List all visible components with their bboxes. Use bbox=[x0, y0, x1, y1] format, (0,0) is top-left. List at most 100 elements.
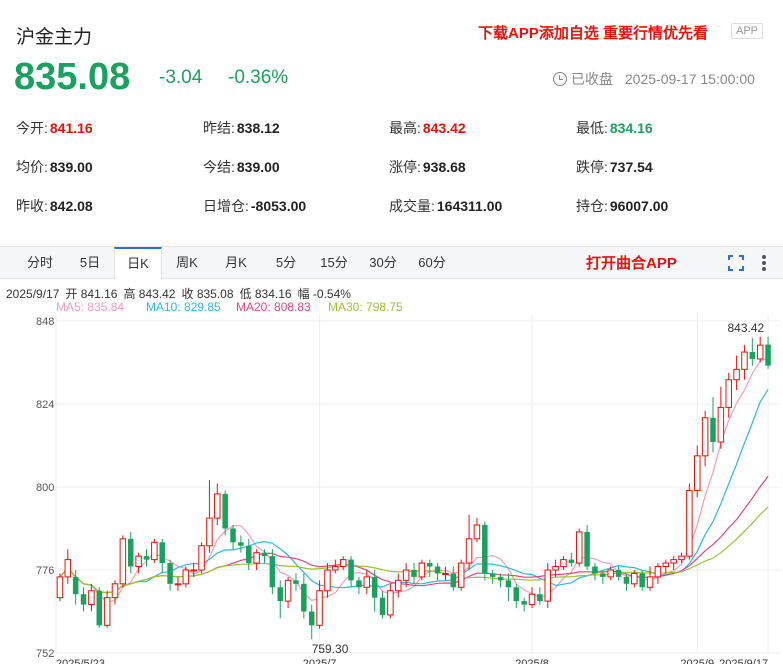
open-app-link[interactable]: 打开曲合APP bbox=[586, 255, 677, 272]
candle-body bbox=[693, 455, 701, 491]
stat-value: 834.16 bbox=[609, 120, 653, 136]
stat-item: 最低: 834.16 bbox=[576, 118, 653, 138]
tab-6[interactable]: 5分 bbox=[275, 255, 297, 270]
candle-body bbox=[339, 559, 347, 568]
candle-body bbox=[552, 566, 559, 571]
candle-body bbox=[575, 531, 583, 564]
tab-1[interactable]: 分时 bbox=[26, 255, 53, 270]
candle-body bbox=[64, 559, 72, 578]
candle-body bbox=[88, 590, 95, 606]
candle-body bbox=[379, 597, 386, 615]
candle-body bbox=[505, 580, 512, 588]
candle-body bbox=[418, 562, 426, 578]
candle-body bbox=[103, 597, 111, 626]
stat-value: -8053.00 bbox=[250, 198, 307, 214]
candle-body bbox=[174, 583, 182, 586]
stat-value: 737.54 bbox=[609, 159, 653, 175]
candle-body bbox=[395, 579, 402, 592]
stat-label: 昨收: bbox=[16, 198, 48, 214]
candle-body bbox=[214, 493, 221, 519]
candle-body bbox=[710, 417, 716, 442]
candle-body bbox=[442, 572, 449, 575]
x-tick-label: 2025/7 bbox=[303, 658, 337, 664]
stat-label: 涨停: bbox=[389, 159, 421, 175]
stat-label: 今结: bbox=[203, 159, 235, 175]
candle-body bbox=[363, 576, 371, 588]
stat-item: 涨停: 938.68 bbox=[389, 157, 466, 177]
candle-body bbox=[607, 569, 614, 578]
download-app-promo[interactable]: 下载APP添加自选 重要行情优先看 bbox=[478, 25, 709, 42]
candle-body bbox=[513, 587, 520, 602]
tab-7[interactable]: 15分 bbox=[320, 255, 348, 270]
candle-body bbox=[80, 594, 87, 605]
candle-body bbox=[230, 528, 236, 543]
stat-value: 938.68 bbox=[422, 159, 466, 175]
tab-8[interactable]: 30分 bbox=[369, 255, 397, 270]
stat-item: 昨收: 842.08 bbox=[16, 196, 93, 216]
candle-body bbox=[284, 579, 292, 602]
stat-item: 最高: 843.42 bbox=[389, 118, 466, 138]
price-change-pct: -0.36% bbox=[228, 67, 289, 88]
tab-5[interactable]: 月K bbox=[225, 255, 247, 270]
y-tick-label: 776 bbox=[36, 565, 54, 577]
candle-body bbox=[701, 417, 709, 457]
ohlc-info: 2025/9/17 开 841.16 高 843.42 收 835.08 低 834.1… bbox=[6, 285, 357, 302]
candle-body bbox=[528, 593, 536, 606]
candle-body bbox=[301, 583, 307, 612]
stat-value: 842.08 bbox=[49, 198, 93, 214]
stat-value: 164311.00 bbox=[436, 198, 503, 214]
candle-body bbox=[119, 538, 127, 585]
candle-body bbox=[182, 569, 190, 585]
candle-body bbox=[615, 569, 622, 577]
candle-body bbox=[749, 352, 756, 359]
candle-body bbox=[450, 573, 457, 588]
candle-body bbox=[756, 344, 764, 360]
max-price-label: 843.42 bbox=[727, 321, 764, 335]
more-menu-icon[interactable] bbox=[761, 252, 767, 274]
candle-body bbox=[639, 573, 645, 588]
status-datetime: 2025-09-17 15:00:00 bbox=[624, 71, 755, 87]
candle-body bbox=[765, 344, 771, 366]
stat-label: 日增仓: bbox=[203, 198, 249, 214]
y-tick-label: 800 bbox=[36, 482, 54, 494]
candle-body bbox=[151, 541, 158, 561]
candle-body bbox=[387, 590, 394, 616]
stat-label: 今开: bbox=[16, 120, 48, 136]
market-status: 已收盘 2025-09-17 15:00:00 bbox=[553, 69, 755, 89]
tab-3[interactable]: 日K bbox=[114, 247, 162, 279]
candle-body bbox=[238, 542, 244, 546]
stat-value: 838.12 bbox=[236, 120, 280, 136]
stat-item: 日增仓: -8053.00 bbox=[203, 196, 306, 216]
candle-body bbox=[111, 583, 119, 599]
tab-2[interactable]: 5日 bbox=[79, 255, 101, 270]
candle-body bbox=[686, 489, 693, 557]
ma-legend-item: MA20: 808.83 bbox=[236, 300, 311, 314]
candle-body bbox=[222, 493, 228, 529]
fullscreen-icon[interactable] bbox=[728, 255, 744, 271]
candle-body bbox=[198, 545, 205, 571]
tab-4[interactable]: 周K bbox=[176, 255, 198, 270]
info-amp: 幅 -0.54% bbox=[297, 287, 351, 301]
min-price-label: 759.30 bbox=[312, 642, 349, 656]
stat-label: 均价: bbox=[16, 159, 48, 175]
ma-legend-item: MA30: 798.75 bbox=[328, 300, 403, 314]
candle-body bbox=[261, 552, 268, 557]
candle-body bbox=[293, 580, 299, 584]
info-date: 2025/9/17 bbox=[6, 287, 60, 301]
candle-body bbox=[277, 587, 283, 602]
stat-item: 均价: 839.00 bbox=[16, 157, 93, 177]
contract-title: 沪金主力 bbox=[16, 27, 93, 48]
ma-legend-item: MA5: 835.84 bbox=[56, 300, 125, 314]
candle-body bbox=[725, 379, 732, 408]
y-tick-label: 752 bbox=[36, 648, 54, 660]
candle-body bbox=[269, 556, 276, 588]
info-close: 收 835.08 bbox=[181, 287, 234, 301]
candle-body bbox=[544, 569, 552, 602]
candle-body bbox=[402, 569, 410, 581]
candle-body bbox=[426, 563, 433, 567]
tab-9[interactable]: 60分 bbox=[418, 255, 446, 270]
stat-value: 839.00 bbox=[49, 159, 93, 175]
info-high: 高 843.42 bbox=[123, 287, 176, 301]
stat-item: 今结: 839.00 bbox=[203, 157, 280, 177]
